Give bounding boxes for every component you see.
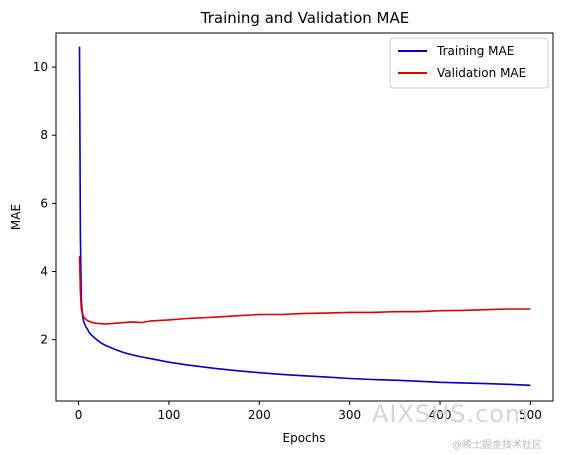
y-axis-label: MAE <box>9 204 23 230</box>
x-axis-ticks: 0 100 200 300 400 500 <box>75 401 542 422</box>
y-tick-label: 4 <box>40 265 48 279</box>
watermark-text: AIXSHS.com <box>372 400 530 428</box>
x-tick-label: 0 <box>75 408 83 422</box>
y-tick-label: 8 <box>40 128 48 142</box>
legend: Training MAE Validation MAE <box>389 37 549 89</box>
legend-box <box>389 37 549 89</box>
x-tick-label: 300 <box>338 408 361 422</box>
x-axis-label: Epochs <box>283 431 326 445</box>
watermark-subtext: @稀土掘金技术社区 <box>452 440 542 451</box>
y-tick-label: 10 <box>33 60 48 74</box>
chart-title: Training and Validation MAE <box>200 9 409 27</box>
x-tick-label: 500 <box>519 408 542 422</box>
y-tick-label: 2 <box>40 333 48 347</box>
legend-label-training: Training MAE <box>436 44 514 58</box>
series-layer <box>78 46 531 387</box>
y-axis-ticks: 2 4 6 8 10 <box>33 60 56 347</box>
validation-mae-line <box>78 256 531 325</box>
plot-area <box>55 32 554 402</box>
y-tick-label: 6 <box>40 196 48 210</box>
x-tick-label: 200 <box>248 408 271 422</box>
legend-label-validation: Validation MAE <box>437 66 526 80</box>
x-tick-label: 400 <box>429 408 452 422</box>
x-tick-label: 100 <box>158 408 181 422</box>
training-mae-line <box>78 46 531 387</box>
